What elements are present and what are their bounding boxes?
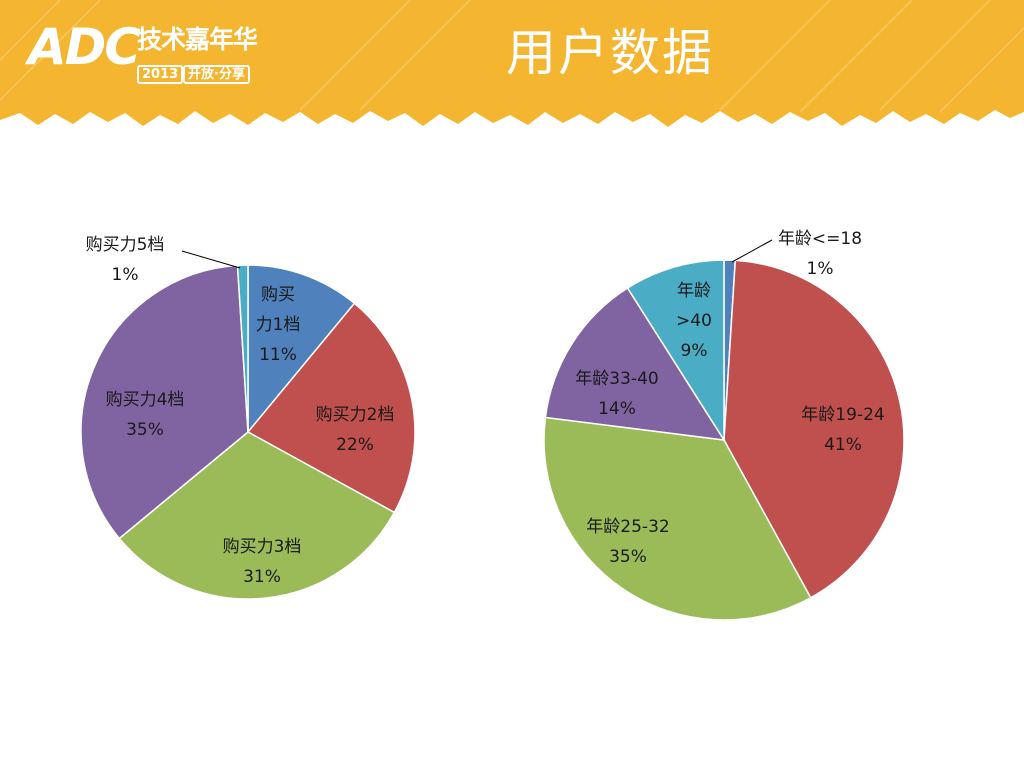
age-slice-label-3: 年龄25-32 35% bbox=[586, 517, 669, 567]
page-title: 用户数据 bbox=[506, 24, 714, 82]
age-category-label: 年龄<=18 bbox=[778, 229, 862, 249]
age-value-label: 41% bbox=[824, 435, 862, 455]
age-slice-5 bbox=[626, 259, 725, 443]
header-banner bbox=[0, 0, 1024, 127]
power-slice-label-2: 购买力2档 22% bbox=[316, 405, 395, 455]
age-category-label: 年龄19-24 bbox=[801, 405, 884, 425]
age-slice-3 bbox=[543, 416, 812, 621]
age-category-label: 年龄33-40 bbox=[575, 369, 658, 389]
power-value-label: 31% bbox=[243, 567, 281, 587]
age-slice-label-4: 年龄33-40 14% bbox=[575, 369, 658, 419]
power-value-label: 35% bbox=[126, 420, 164, 440]
power-category-label: 购买 bbox=[261, 285, 295, 305]
power-value-label: 1% bbox=[112, 265, 139, 285]
power-value-label: 22% bbox=[336, 435, 374, 455]
logo-year: 2013 bbox=[137, 65, 184, 84]
power-category-label: 购买力3档 bbox=[223, 537, 302, 557]
power-slice-4 bbox=[80, 264, 249, 540]
power-leader-line-5 bbox=[181, 250, 241, 269]
power-slice-label-3: 购买力3档 31% bbox=[223, 537, 302, 587]
age-category-label: 年龄 bbox=[677, 281, 711, 301]
age-slice-label-5: 年龄 >40 9% bbox=[676, 281, 712, 361]
logo-slogan: 开放·分享 bbox=[183, 65, 250, 84]
power-category-label: 购买力4档 bbox=[106, 390, 185, 410]
power-slice-label-4: 购买力4档 35% bbox=[106, 390, 185, 440]
power-category-label: 购买力5档 bbox=[86, 235, 165, 255]
age-category-label: 年龄25-32 bbox=[586, 517, 669, 537]
logo: ADC bbox=[28, 18, 141, 76]
age-category-label: >40 bbox=[676, 311, 712, 331]
age-value-label: 9% bbox=[681, 341, 708, 361]
power-slice-1 bbox=[247, 264, 356, 435]
power-value-label: 11% bbox=[259, 345, 297, 365]
power-category-label: 购买力2档 bbox=[316, 405, 395, 425]
age-slice-label-2: 年龄19-24 41% bbox=[801, 405, 884, 455]
age-slice-4 bbox=[544, 286, 726, 441]
logo-chinese: 技术嘉年华 bbox=[137, 25, 258, 54]
age-slice-label-1: 年龄<=18 1% bbox=[778, 229, 862, 279]
power-category-label: 力1档 bbox=[256, 315, 301, 335]
age-value-label: 14% bbox=[598, 399, 636, 419]
power-slice-label-5: 购买力5档 1% bbox=[86, 235, 165, 285]
age-leader-line-1 bbox=[731, 239, 773, 263]
power-slice-label-1: 购买力1档 11% bbox=[256, 285, 301, 365]
age-slice-2 bbox=[723, 259, 905, 599]
power-slice-2 bbox=[246, 302, 416, 514]
age-value-label: 1% bbox=[807, 259, 834, 279]
age-value-label: 35% bbox=[609, 547, 647, 567]
power-slice-5 bbox=[236, 264, 249, 433]
power-slice-3 bbox=[118, 431, 396, 600]
